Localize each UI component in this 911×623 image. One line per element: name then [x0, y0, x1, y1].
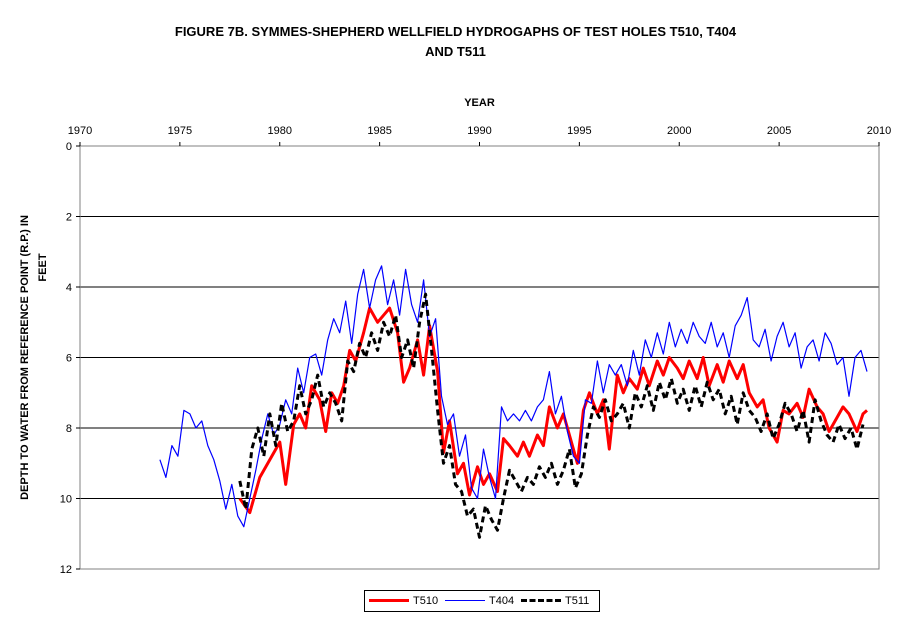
series-line-t511: [238, 292, 865, 539]
legend-swatch-t510: [369, 599, 409, 602]
y-tick-label: 12: [60, 564, 72, 576]
legend-label-t510: T510: [413, 595, 439, 607]
x-tick-label: 2010: [867, 125, 891, 137]
x-tick-label: 2000: [667, 125, 691, 137]
y-tick-label: 2: [66, 212, 72, 224]
legend: T510 T404 T511: [364, 590, 600, 612]
legend-swatch-t404: [445, 600, 485, 601]
series-line-t404: [159, 265, 868, 528]
x-tick-label: 2005: [767, 125, 791, 137]
grid-lines: [80, 216, 879, 499]
y-tick-label: 4: [66, 282, 72, 294]
x-tick-label: 1990: [467, 125, 491, 137]
x-tick-label: 1975: [168, 125, 192, 137]
x-tick-label: 1980: [268, 125, 292, 137]
y-tick-label: 10: [60, 494, 72, 506]
y-tick-label: 6: [66, 353, 72, 365]
y-tick-label: 0: [66, 141, 72, 153]
x-axis: 1970 1975 1980 1985 1990 1995 2000 2005 2010: [68, 125, 891, 146]
chart-title-line-2: AND T511: [425, 44, 486, 59]
x-tick-label: 1985: [367, 125, 391, 137]
legend-label-t404: T404: [489, 595, 515, 607]
chart-title-line-1: FIGURE 7B. SYMMES-SHEPHERD WELLFIELD HYD…: [174, 24, 737, 39]
x-axis-label: YEAR: [464, 97, 495, 109]
x-tick-label: 1970: [68, 125, 92, 137]
series-lines: [159, 265, 868, 539]
y-tick-label: 8: [66, 423, 72, 435]
series-line-t510: [238, 306, 868, 515]
legend-label-t511: T511: [565, 595, 590, 607]
y-axis-label-line-2: FEET: [37, 253, 49, 281]
y-axis-label-line-1: DEPTH TO WATER FROM REFERENCE POINT (R.P…: [19, 215, 31, 500]
legend-swatch-t511: [521, 599, 561, 602]
x-tick-label: 1995: [567, 125, 591, 137]
y-axis: 0 2 4 6 8 10 12: [60, 141, 80, 576]
